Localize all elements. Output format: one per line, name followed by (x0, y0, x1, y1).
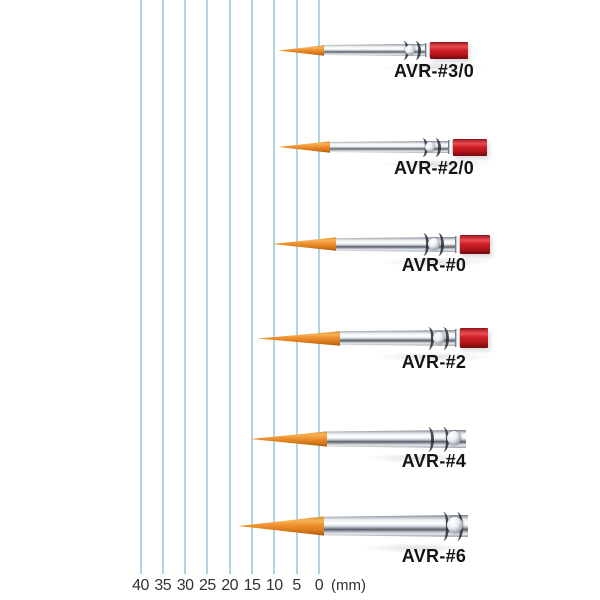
ferrule-ring (448, 140, 454, 154)
brush-shadow (360, 543, 472, 553)
brush-label: AVR-#2/0 (393, 158, 475, 178)
ruler-mark-label: 30 (176, 577, 194, 594)
ruler-mark-label: 35 (154, 577, 172, 594)
brush-bristles (278, 141, 330, 153)
brush-shadow (365, 453, 470, 463)
brush-handle (460, 328, 488, 348)
brush-shadow (380, 257, 490, 267)
ruler-line (161, 0, 164, 574)
crimp-ball (447, 517, 463, 533)
brush-shadow (380, 62, 490, 72)
brush-label: AVR-#4 (401, 451, 467, 471)
brush-label: AVR-#2 (401, 352, 467, 372)
brush-shadow (380, 159, 490, 169)
crimp-ball (425, 142, 435, 152)
brush-row-avr-2 (257, 326, 488, 351)
crimp-mark (432, 233, 444, 256)
brush-bristles (278, 45, 324, 56)
ruler-line (273, 0, 276, 574)
brush-row-avr-3-0 (278, 40, 468, 61)
ferrule-ring (455, 236, 461, 253)
brush-bristles (272, 237, 336, 251)
brush-handle (460, 235, 490, 254)
crimp-mark (422, 327, 434, 350)
ruler-line (184, 0, 187, 574)
brush-bristles (238, 516, 324, 536)
crimp-ball (433, 332, 445, 344)
ruler-mark-label: 0 (314, 577, 324, 594)
ruler-unit-label: (mm) (331, 577, 366, 594)
brush-row-avr-4 (250, 426, 466, 453)
brush-label: AVR-#0 (401, 255, 467, 275)
crimp-ball (405, 45, 415, 55)
brush-handle (453, 139, 487, 156)
brush-bristles (257, 331, 340, 346)
brush-bristles (250, 431, 327, 447)
crimp-mark (422, 427, 434, 452)
ruler-mark-label: 20 (221, 577, 239, 594)
crimp-ball (428, 238, 440, 250)
brush-shadow (375, 352, 490, 362)
ruler-mark-label: 25 (198, 577, 216, 594)
brush-row-avr-2-0 (278, 137, 487, 158)
ruler-line (251, 0, 253, 574)
brush-handle (430, 42, 468, 59)
crimp-mark (429, 137, 441, 158)
brush-label: AVR-#6 (401, 546, 467, 566)
ruler-mark-label: 15 (243, 577, 261, 594)
ruler-mark-label: 10 (265, 577, 283, 594)
ruler-mark-label: 40 (132, 577, 149, 594)
crimp-mark (417, 233, 429, 256)
ruler-line (139, 0, 142, 574)
brush-ferrule (320, 515, 468, 537)
crimp-mark (437, 327, 449, 350)
brush-row-avr-0 (272, 232, 490, 257)
ruler-mark-label: 5 (292, 577, 301, 594)
ruler-line (317, 0, 320, 574)
brush-row-avr-6 (238, 511, 468, 542)
ruler-line (295, 0, 298, 574)
ruler-line (228, 0, 231, 574)
ferrule-ring (455, 329, 461, 347)
brush-label: AVR-#3/0 (393, 61, 475, 81)
crimp-ball (447, 431, 461, 445)
ruler-line (206, 0, 209, 574)
ferrule-ring (425, 43, 431, 57)
crimp-mark (409, 40, 421, 61)
